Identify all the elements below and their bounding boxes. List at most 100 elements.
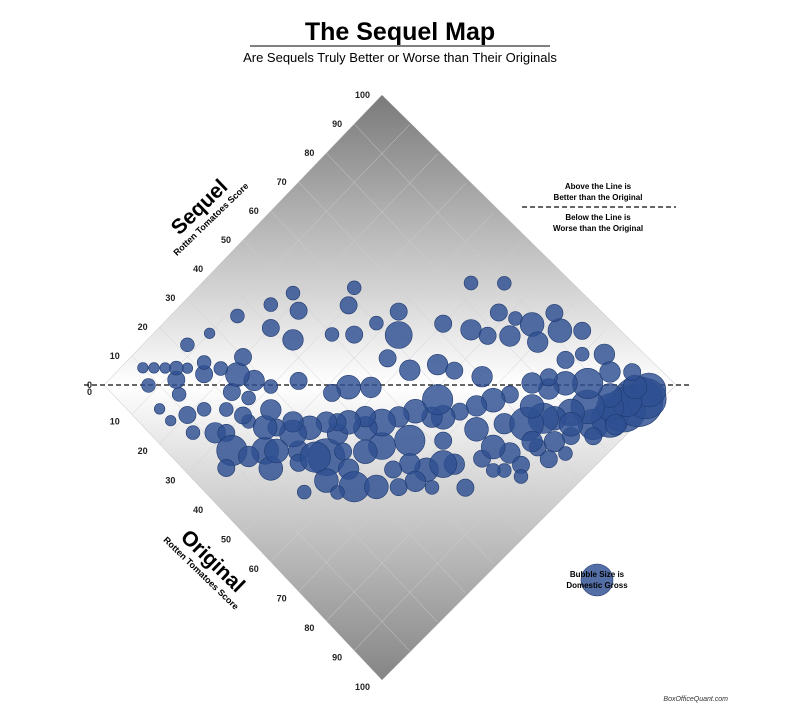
sequel-tick-label: 10 — [110, 351, 120, 361]
bubble-legend-text-2: Domestic Gross — [566, 581, 628, 590]
above-line-text-2: Better than the Original — [554, 193, 643, 202]
original-tick-label: 0 — [87, 387, 92, 397]
bubble-point — [384, 460, 403, 479]
bubble-point — [178, 406, 197, 424]
bubble-point — [181, 362, 193, 374]
sequel-tick-label: 70 — [277, 177, 287, 187]
bubble-point — [521, 372, 543, 394]
bubble-point — [263, 297, 278, 312]
bubble-point — [264, 438, 289, 464]
sequel-tick-label: 20 — [138, 322, 148, 332]
bubble-point — [539, 368, 558, 387]
bubble-point — [527, 331, 549, 353]
bubble-point — [260, 399, 282, 421]
bubble-point — [314, 468, 339, 493]
bubble-point — [399, 359, 421, 381]
bubble-point — [584, 427, 603, 446]
bubbles — [137, 275, 667, 503]
bubble-point — [282, 411, 304, 433]
sequel-tick-label: 90 — [332, 119, 342, 129]
bubble-point — [180, 337, 195, 352]
bubble-point — [347, 280, 362, 295]
bubble-point — [196, 402, 212, 417]
bubble-point — [513, 469, 529, 484]
bubble-point — [499, 325, 521, 347]
bubble-point — [169, 360, 184, 376]
original-tick-label: 30 — [165, 476, 175, 486]
bubble-point — [196, 355, 212, 370]
bubble-point — [486, 463, 501, 478]
bubble-point — [464, 417, 489, 442]
bubble-point — [547, 318, 573, 343]
bubble-point — [285, 285, 301, 301]
original-tick-label: 20 — [138, 446, 148, 456]
original-tick-label: 10 — [110, 417, 120, 427]
original-tick-label: 40 — [193, 505, 203, 515]
diamond-outline — [103, 94, 677, 681]
bubble-point — [599, 361, 621, 383]
original-tick-label: 80 — [304, 623, 314, 633]
bubble-point — [289, 301, 308, 320]
bubble-point — [165, 415, 177, 427]
bubble-point — [324, 327, 340, 342]
bubble-point — [384, 321, 413, 349]
bubble-point — [353, 439, 378, 464]
bubble-point — [339, 296, 358, 315]
sequel-tick-label: 60 — [249, 206, 259, 216]
bubble-point — [159, 362, 171, 374]
original-axis-ticks: 0 10 20 30 40 50 60 70 80 90 100 — [87, 387, 370, 692]
bubble-point — [282, 329, 304, 351]
bubble-point — [519, 394, 545, 419]
bubble-point — [497, 276, 512, 291]
bubble-point — [404, 470, 427, 493]
bubble-point — [334, 442, 353, 461]
bubble-point — [261, 319, 280, 337]
bubble-point — [521, 430, 543, 453]
bubble-point — [137, 362, 149, 374]
bubble-point — [238, 445, 260, 468]
bubble-point — [234, 406, 252, 425]
original-axis-label: Original Rotten Tomatoes Score — [161, 525, 249, 611]
bubble-point — [445, 361, 464, 380]
bubble-point — [230, 308, 245, 324]
bubble-point — [434, 431, 453, 450]
bubble-point — [204, 327, 216, 339]
bubble-point — [427, 354, 449, 376]
line-legend: Above the Line is Better than the Origin… — [522, 182, 676, 233]
bubble-point — [623, 363, 642, 382]
below-line-text-2: Worse than the Original — [553, 224, 643, 233]
credit-text: BoxOfficeQuant.com — [663, 696, 728, 703]
sequel-tick-label: 30 — [165, 293, 175, 303]
bubble-point — [574, 347, 590, 362]
bubble-point — [545, 304, 564, 322]
bubble-point — [471, 366, 493, 388]
gridline-original-50 — [242, 242, 522, 533]
chart-title: The Sequel Map — [305, 18, 495, 46]
bubble-point — [463, 275, 479, 291]
bubble-point — [434, 314, 453, 333]
original-tick-label: 100 — [355, 682, 370, 692]
sequel-axis-ticks: 0 10 20 30 40 50 60 70 80 90 100 — [87, 90, 370, 390]
bubble-point — [389, 302, 408, 321]
original-tick-label: 70 — [277, 594, 287, 604]
below-line-text-1: Below the Line is — [565, 213, 631, 222]
bubble-point — [558, 412, 584, 437]
bubble-point — [489, 303, 508, 322]
bubble-legend-text-1: Bubble Size is — [570, 570, 625, 579]
bubble-point — [323, 383, 341, 402]
sequel-tick-label: 40 — [193, 264, 203, 274]
bubble-point — [378, 349, 397, 368]
sequel-axis-label: Sequel Rotten Tomatoes Score — [167, 175, 251, 258]
chart-subtitle: Are Sequels Truly Better or Worse than T… — [243, 50, 557, 65]
original-tick-label: 60 — [249, 564, 259, 574]
bubble-point — [330, 485, 345, 500]
bubble-point — [289, 371, 308, 390]
original-tick-label: 90 — [332, 653, 342, 663]
bubble-point — [217, 459, 236, 477]
bubble-point — [297, 484, 312, 500]
above-line-text-1: Above the Line is — [565, 182, 632, 191]
bubble-point — [465, 395, 488, 417]
legend-bubble — [580, 563, 614, 597]
bubble-point — [394, 424, 426, 456]
